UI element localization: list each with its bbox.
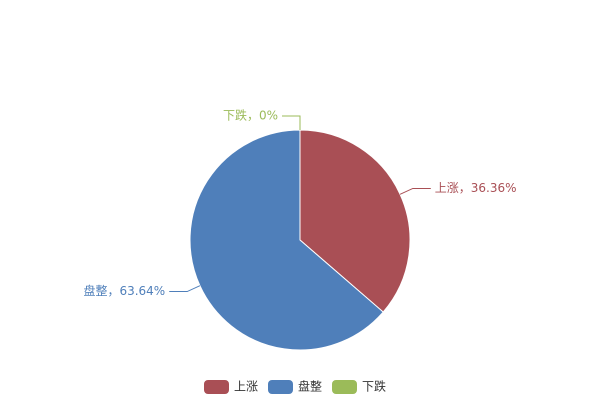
pie-slice [189, 129, 384, 351]
legend-label: 下跌 [362, 379, 386, 394]
legend-swatch [332, 380, 357, 394]
data-label: 盘整，63.64% [83, 283, 165, 298]
leader-line [399, 187, 431, 195]
legend-label: 盘整 [298, 379, 322, 394]
data-label: 上涨，36.36% [435, 180, 517, 195]
legend-swatch [204, 380, 229, 394]
legend-swatch [268, 380, 293, 394]
leader-line [282, 115, 301, 130]
data-label: 下跌，0% [223, 108, 278, 123]
legend-label: 上涨 [234, 379, 258, 394]
leader-line [169, 285, 201, 293]
pie-slice [299, 129, 411, 313]
